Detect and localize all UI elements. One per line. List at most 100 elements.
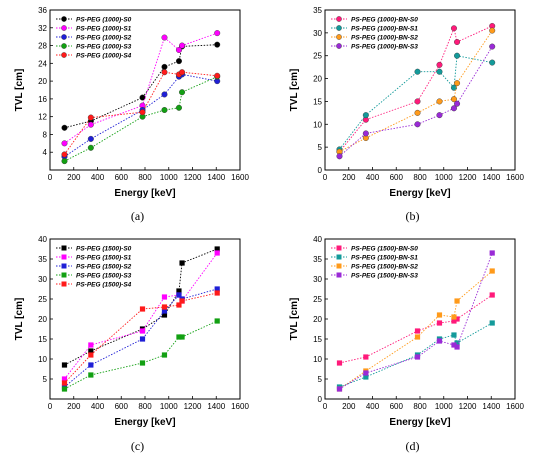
- chart-1-ytick-label-1: 5: [318, 143, 323, 152]
- chart-b-svg: 0 200 400 600 800 1000 1200 1400 1600 0 5 10 15 20 25 3…: [289, 6, 524, 199]
- chart-1-series-1-point-3: [436, 68, 443, 75]
- chart-2-series-4-point-0: [61, 380, 68, 386]
- chart-0-xtick-label-3: 600: [115, 173, 129, 182]
- chart-3-legend-label-0: PS-PEG (1500)-BN-S0: [351, 245, 418, 252]
- chart-2-xtick-label-2: 400: [91, 402, 105, 411]
- chart-0-series-3-point-4: [175, 104, 182, 111]
- chart-0-series-4-point-2: [139, 109, 146, 116]
- chart-1-series-3-point-0: [336, 153, 343, 160]
- chart-1-xlabel: Energy [keV]: [389, 188, 450, 199]
- chart-3-series-3-point-2: [414, 354, 421, 360]
- chart-2-legend-marker-3: [61, 272, 67, 278]
- chart-3-series-0-point-2: [414, 328, 421, 334]
- chart-3-legend-marker-1: [336, 254, 342, 260]
- chart-3-legend-marker-2: [336, 263, 342, 269]
- chart-1-xtick-label-5: 1000: [435, 173, 453, 182]
- chart-1-ytick-label-5: 25: [313, 52, 322, 61]
- chart-0-series-4-point-1: [87, 114, 94, 121]
- chart-2-series-4-point-5: [179, 298, 185, 304]
- chart-2-series-3-point-0: [61, 386, 68, 392]
- chart-3-xtick-label-3: 600: [390, 402, 404, 411]
- chart-2-series-1-point-1: [88, 342, 94, 348]
- chart-3-series-3-point-6: [489, 250, 495, 256]
- chart-3-series-3-point-0: [336, 386, 343, 392]
- chart-2-xtick-label-3: 600: [115, 402, 129, 411]
- chart-panel-c: 0 200 400 600 800 1000 1200 1400 1600 5 10 15 20 25 30…: [0, 229, 275, 458]
- chart-0-legend-label-3: PS-PEG (1000)-S3: [76, 43, 132, 50]
- chart-0-xtick-label-5: 1000: [160, 173, 178, 182]
- chart-3-xtick-label-5: 1000: [435, 402, 453, 411]
- chart-1-legend-label-2: PS-PEG (1000)-BN-S2: [351, 34, 418, 41]
- chart-0-ylabel: TVL [cm]: [14, 69, 25, 112]
- chart-2-ytick-label-6: 35: [38, 255, 47, 264]
- chart-1-legend-label-0: PS-PEG (1000)-BN-S0: [351, 16, 418, 23]
- chart-2-series-3-point-5: [179, 334, 185, 340]
- chart-0-series-4-point-6: [214, 72, 221, 79]
- chart-0-series-1-point-1: [87, 121, 94, 128]
- chart-3-xtick-label-4: 800: [413, 402, 427, 411]
- chart-3-series-2-point-3: [436, 312, 443, 318]
- chart-1-series-2-point-2: [414, 109, 421, 116]
- chart-3-ylabel: TVL [cm]: [289, 298, 300, 341]
- chart-2-series-0-point-3: [161, 312, 168, 318]
- chart-0-series-1-point-0: [61, 140, 68, 147]
- chart-0-xtick-label-6: 1200: [184, 173, 202, 182]
- chart-1-xtick-label-8: 1600: [506, 173, 524, 182]
- chart-3-series-0-point-5: [454, 316, 460, 322]
- chart-0-series-1-point-5: [179, 42, 186, 49]
- chart-2-series-2-point-3: [161, 308, 168, 314]
- chart-2-series-1-point-3: [161, 294, 168, 300]
- chart-2-ytick-label-7: 40: [38, 235, 47, 244]
- chart-3-ytick-label-8: 40: [313, 235, 322, 244]
- chart-0-series-0-point-3: [161, 63, 168, 70]
- chart-0-legend-label-0: PS-PEG (1000)-S0: [76, 16, 132, 23]
- chart-2-ytick-label-0: 5: [43, 375, 48, 384]
- chart-3-xtick-label-2: 400: [366, 402, 380, 411]
- chart-0-legend-label-1: PS-PEG (1000)-S1: [76, 25, 132, 32]
- chart-3-ytick-label-5: 25: [313, 295, 322, 304]
- chart-1-series-0-point-3: [436, 61, 443, 68]
- chart-3-series-3-point-5: [454, 344, 460, 350]
- caption-b: (b): [405, 209, 420, 223]
- chart-2-legend-label-4: PS-PEG (1500)-S4: [76, 281, 132, 288]
- chart-1-ytick-label-6: 30: [313, 29, 322, 38]
- chart-1-series-3-point-6: [489, 43, 496, 50]
- chart-3-legend-marker-0: [336, 245, 342, 251]
- chart-2-series-3-point-3: [161, 352, 168, 358]
- chart-3-legend-label-3: PS-PEG (1500)-BN-S3: [351, 272, 418, 279]
- chart-2-legend-marker-1: [61, 254, 67, 260]
- chart-0-series-4-point-5: [179, 69, 186, 76]
- chart-3-ytick-label-6: 30: [313, 275, 322, 284]
- chart-1-xtick-label-7: 1400: [482, 173, 500, 182]
- chart-2-ytick-label-5: 30: [38, 275, 47, 284]
- chart-2-series-2-point-1: [88, 362, 94, 368]
- chart-2-series-0-point-6: [214, 246, 220, 252]
- chart-0-xtick-label-8: 1600: [231, 173, 249, 182]
- chart-0-series-0-point-4: [175, 58, 182, 65]
- chart-3-series-1-point-6: [489, 320, 495, 326]
- chart-3-series-3-point-4: [451, 342, 457, 348]
- chart-2-legend-marker-4: [61, 281, 67, 287]
- chart-3-ytick-label-3: 15: [313, 335, 322, 344]
- chart-0-legend-label-2: PS-PEG (1000)-S2: [76, 34, 132, 41]
- chart-a-svg: 0 200 400 600 800 1000 1200 1400 1600 4 8 12 16 20 24 2…: [14, 6, 249, 199]
- chart-1-ytick-label-0: 0: [318, 166, 323, 175]
- chart-2-series-2-point-2: [139, 336, 146, 342]
- chart-2-series-4-point-4: [176, 302, 182, 308]
- chart-3-series-0-point-3: [436, 320, 443, 326]
- chart-0-legend-marker-2: [61, 34, 67, 40]
- chart-1-series-3-point-2: [414, 121, 421, 128]
- chart-1-legend-marker-3: [336, 43, 342, 49]
- chart-1-xtick-label-1: 200: [342, 173, 356, 182]
- chart-0-ytick-label-8: 36: [38, 6, 47, 15]
- chart-2-series-4-point-6: [214, 290, 220, 296]
- chart-0-ytick-label-6: 28: [38, 42, 47, 51]
- chart-1-series-3-point-4: [450, 105, 457, 112]
- chart-3-series-0-point-6: [489, 292, 495, 298]
- chart-2-legend-marker-2: [61, 263, 67, 269]
- chart-2-series-1-point-6: [214, 250, 220, 256]
- chart-2-xtick-label-8: 1600: [231, 402, 249, 411]
- chart-3-ytick-label-2: 10: [313, 355, 322, 364]
- chart-1-series-0-point-5: [454, 39, 461, 46]
- chart-panel-b: 0 200 400 600 800 1000 1200 1400 1600 0 5 10 15 20 25 3…: [275, 0, 550, 229]
